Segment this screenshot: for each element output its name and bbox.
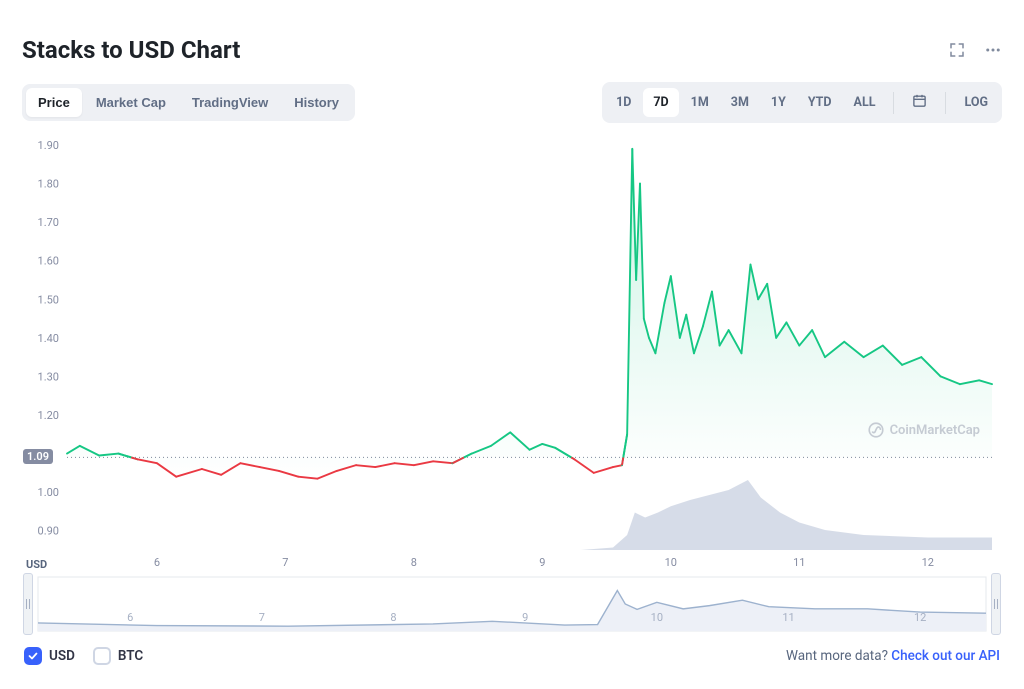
api-prompt: Want more data? Check out our API (786, 648, 1000, 664)
y-axis-unit: USD (26, 558, 47, 571)
svg-text:9: 9 (522, 611, 528, 624)
legend-usd[interactable]: USD (24, 647, 75, 665)
svg-text:9: 9 (539, 556, 545, 569)
svg-text:10: 10 (651, 611, 663, 624)
navigator-handle-right[interactable] (991, 573, 1001, 635)
api-prompt-text: Want more data? (786, 648, 891, 664)
more-icon[interactable] (984, 41, 1002, 59)
svg-text:12: 12 (922, 556, 934, 569)
svg-text:8: 8 (390, 611, 396, 624)
svg-text:12: 12 (914, 611, 926, 624)
legend-usd-label: USD (49, 648, 75, 664)
range-1d[interactable]: 1D (606, 88, 641, 117)
ref-price-badge: 1.09 (23, 449, 53, 464)
range-7d[interactable]: 7D (643, 88, 678, 117)
tab-price[interactable]: Price (26, 88, 82, 117)
header-actions (948, 41, 1002, 59)
tabs-row: PriceMarket CapTradingViewHistory 1D7D1M… (22, 82, 1002, 123)
svg-text:7: 7 (259, 611, 265, 624)
api-link[interactable]: Check out our API (891, 648, 1000, 664)
view-tabs-group: PriceMarket CapTradingViewHistory (22, 84, 355, 121)
footer: USD BTC Want more data? Check out our AP… (22, 647, 1002, 665)
svg-text:7: 7 (282, 556, 288, 569)
svg-text:6: 6 (127, 611, 133, 624)
header: Stacks to USD Chart (22, 36, 1002, 64)
range-3m[interactable]: 3M (721, 88, 759, 117)
range-group: 1D7D1M3M1YYTDALL LOG (602, 82, 1002, 123)
chart-svg: 1.90 1.80 1.70 1.60 1.50 1.40 1.30 1.20 1.00 0.90… (22, 141, 1002, 571)
tab-market-cap[interactable]: Market Cap (84, 88, 178, 117)
fullscreen-icon[interactable] (948, 41, 966, 59)
price-chart: 1.90 1.80 1.70 1.60 1.50 1.40 1.30 1.20 1.00 0.90… (22, 141, 1002, 571)
page-title: Stacks to USD Chart (22, 36, 240, 64)
legend-btc-label: BTC (118, 648, 143, 664)
svg-text:0.90: 0.90 (38, 525, 59, 538)
svg-text:1.40: 1.40 (38, 332, 59, 345)
navigator[interactable]: 6 7 8 9 10 11 12 (22, 573, 1002, 635)
range-all[interactable]: ALL (844, 88, 886, 117)
svg-text:11: 11 (793, 556, 805, 569)
svg-text:1.80: 1.80 (38, 178, 59, 191)
navigator-svg: 6 7 8 9 10 11 12 (22, 573, 1002, 635)
date-picker-icon[interactable] (902, 86, 937, 119)
legend-btc[interactable]: BTC (93, 647, 143, 665)
legend: USD BTC (24, 647, 143, 665)
range-1m[interactable]: 1M (681, 88, 719, 117)
checkbox-usd[interactable] (24, 647, 42, 665)
range-ytd[interactable]: YTD (798, 88, 842, 117)
svg-text:6: 6 (154, 556, 160, 569)
tab-tradingview[interactable]: TradingView (180, 88, 280, 117)
svg-text:1.90: 1.90 (38, 141, 59, 152)
svg-text:1.60: 1.60 (38, 255, 59, 268)
svg-text:1.00: 1.00 (38, 486, 59, 499)
svg-text:10: 10 (665, 556, 677, 569)
svg-text:1.30: 1.30 (38, 370, 59, 383)
checkbox-btc[interactable] (93, 647, 111, 665)
range-1y[interactable]: 1Y (761, 88, 796, 117)
svg-text:1.20: 1.20 (38, 409, 59, 422)
svg-text:1.50: 1.50 (38, 293, 59, 306)
navigator-handle-left[interactable] (23, 573, 33, 635)
scale-toggle[interactable]: LOG (954, 88, 998, 117)
svg-text:8: 8 (411, 556, 417, 569)
svg-text:1.70: 1.70 (38, 216, 59, 229)
svg-text:11: 11 (782, 611, 794, 624)
tab-history[interactable]: History (282, 88, 351, 117)
